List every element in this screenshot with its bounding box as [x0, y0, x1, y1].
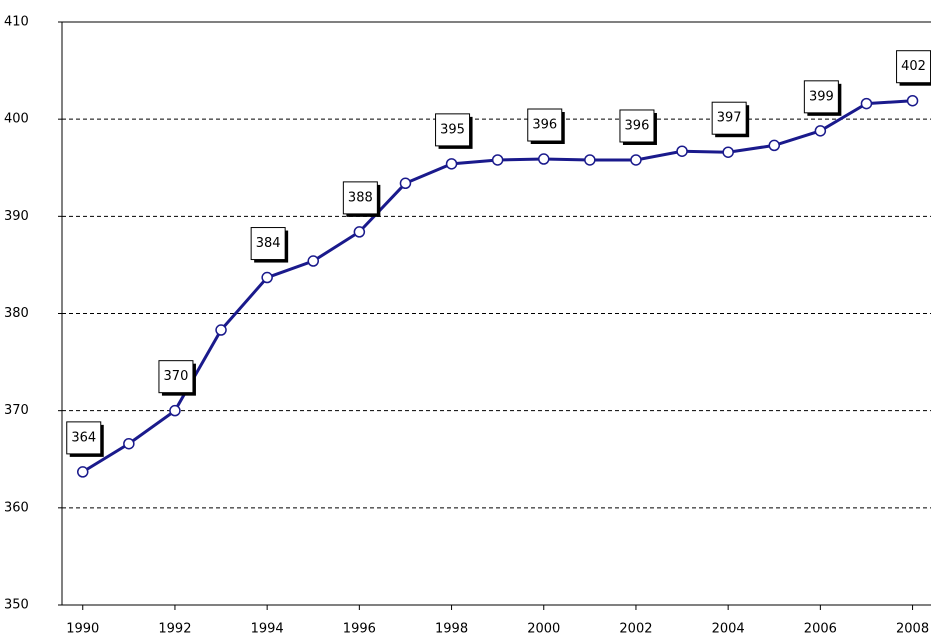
x-tick-label: 2002 [619, 622, 652, 637]
x-tick-label: 2008 [896, 622, 929, 637]
data-point [169, 404, 181, 417]
data-point [445, 158, 458, 170]
data-label: 364 [71, 430, 96, 445]
y-tick-label: 360 [4, 500, 29, 515]
label-box [619, 109, 655, 143]
label-box [66, 421, 102, 455]
label-box [158, 360, 194, 394]
label-box [342, 181, 378, 215]
data-point [353, 226, 366, 238]
y-tick-label: 380 [4, 306, 29, 321]
data-point [123, 437, 135, 450]
y-tick-label: 410 [4, 15, 29, 30]
data-label: 395 [440, 122, 465, 137]
x-tick-label: 1994 [251, 622, 284, 637]
data-point [676, 145, 688, 157]
data-label: 370 [164, 369, 189, 384]
data-label: 397 [717, 111, 742, 126]
data-label: 396 [625, 118, 650, 133]
x-tick-label: 2000 [527, 622, 560, 637]
data-point [906, 94, 919, 107]
data-point [76, 466, 89, 478]
data-point [261, 271, 273, 284]
x-tick-label: 1996 [343, 622, 376, 637]
data-point [860, 97, 873, 110]
label-box [896, 50, 931, 84]
data-point [399, 177, 412, 190]
label-box [527, 108, 563, 142]
y-tick-label: 400 [4, 112, 29, 127]
data-point [538, 153, 550, 165]
y-tick-label: 370 [4, 403, 29, 418]
x-tick-label: 1990 [66, 622, 99, 637]
label-box [711, 101, 747, 135]
data-point [584, 154, 596, 166]
data-point [307, 255, 319, 267]
label-box [250, 227, 286, 261]
data-point [215, 324, 227, 336]
data-label: 402 [901, 59, 926, 74]
data-point [768, 139, 781, 152]
label-box [435, 113, 471, 147]
x-tick-label: 1998 [435, 622, 468, 637]
data-label: 384 [256, 236, 281, 251]
data-point [722, 146, 734, 158]
data-label: 396 [532, 118, 557, 133]
data-point [814, 125, 827, 137]
y-tick-label: 390 [4, 209, 29, 224]
x-tick-label: 1992 [158, 622, 191, 637]
y-tick-label: 350 [4, 598, 29, 613]
data-label: 388 [348, 190, 373, 205]
x-tick-label: 2004 [712, 622, 745, 637]
label-box [803, 80, 839, 114]
x-tick-label: 2006 [804, 622, 837, 637]
data-label: 399 [809, 89, 834, 104]
data-point [491, 154, 504, 166]
data-point [630, 154, 642, 166]
